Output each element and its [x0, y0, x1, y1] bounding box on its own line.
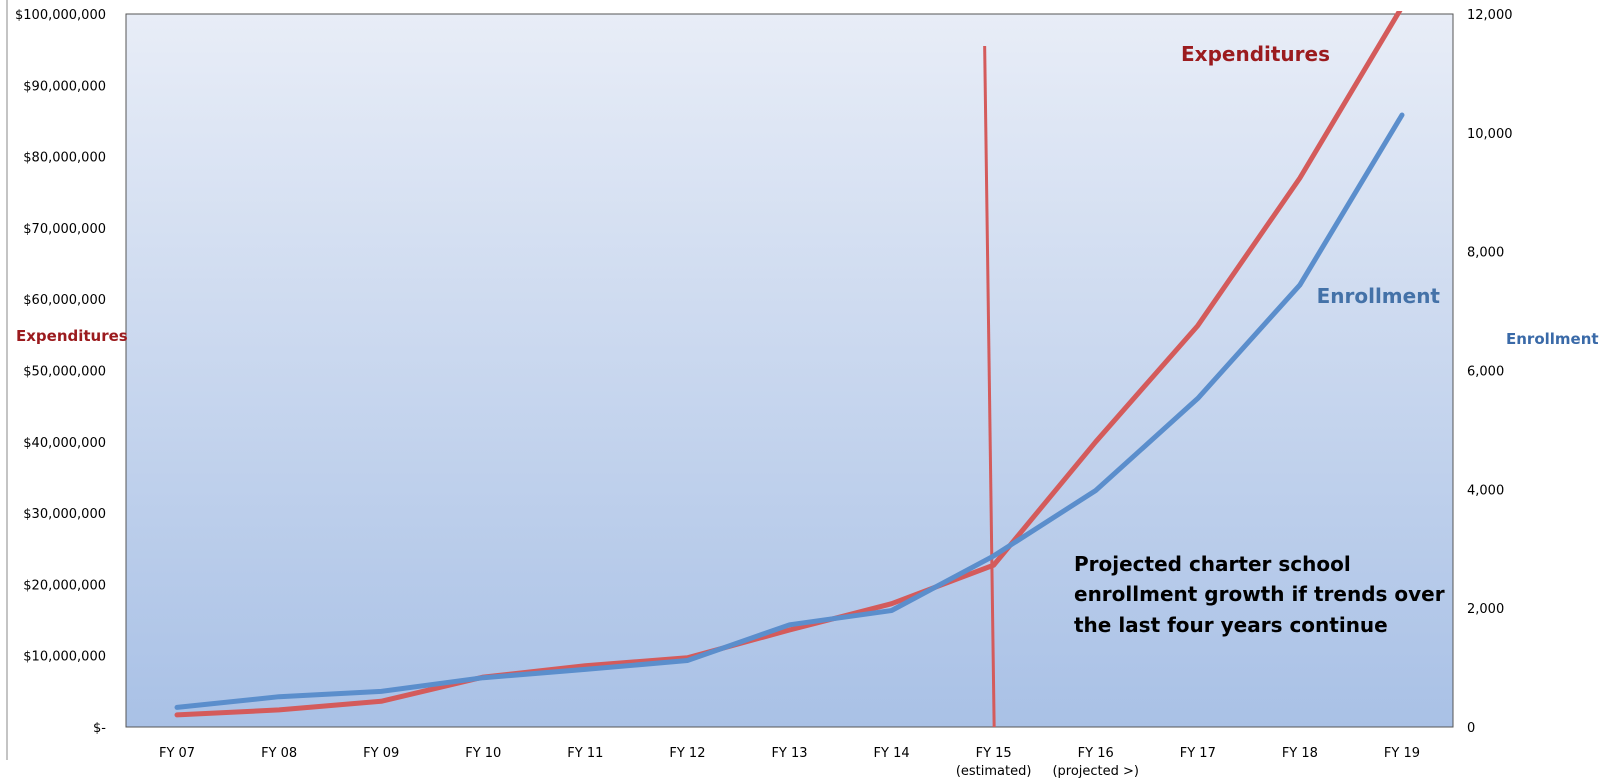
left-tick-label: $40,000,000	[23, 436, 106, 451]
divider-line	[983, 45, 996, 728]
left-tick-label: $70,000,000	[23, 222, 106, 237]
annotation-line-1: Projected charter school	[1074, 552, 1351, 576]
left-tick-label: $80,000,000	[23, 151, 106, 166]
right-tick-label: 2,000	[1467, 602, 1504, 617]
left-tick-label: $60,000,000	[23, 293, 106, 308]
series-line-enrollment	[174, 112, 1405, 710]
plot-area	[125, 13, 1454, 728]
left-tick-label: $-	[93, 721, 106, 736]
series-layer	[174, 11, 1405, 718]
annotation-line-3: the last four years continue	[1074, 613, 1388, 637]
right-tick-label: 4,000	[1467, 483, 1504, 498]
series-label-enrollment: Enrollment	[1317, 284, 1441, 308]
x-tick-label: FY 08	[261, 746, 297, 761]
x-tick-label: FY 10	[465, 746, 501, 761]
x-tick-label: FY 17	[1180, 746, 1216, 761]
x-axis-ticks: FY 07 FY 08 FY 09 FY 10 FY 11 FY 12 FY 13 FY 14…	[159, 746, 1420, 778]
annotation-line-2: enrollment growth if trends over	[1074, 582, 1445, 606]
right-tick-label: 0	[1467, 721, 1475, 736]
right-axis-ticks: 0 2,000 4,000 6,000 8,000 10,000 12,000	[1467, 8, 1513, 736]
x-tick-label: FY 07	[159, 746, 195, 761]
right-axis-title: Enrollment	[1506, 330, 1599, 348]
x-tick-label: FY 14	[874, 746, 910, 761]
series-label-expenditures: Expenditures	[1181, 42, 1330, 66]
left-tick-label: $50,000,000	[23, 365, 106, 380]
x-tick-label: FY 19	[1384, 746, 1420, 761]
x-tick-sublabel: (projected >)	[1052, 764, 1139, 778]
series-line-expenditures	[174, 11, 1403, 718]
right-tick-label: 8,000	[1467, 246, 1504, 261]
divider-layer	[983, 45, 996, 728]
x-tick-label: FY 13	[771, 746, 807, 761]
x-tick-label: FY 11	[567, 746, 603, 761]
right-tick-label: 12,000	[1467, 8, 1513, 23]
left-tick-label: $100,000,000	[15, 8, 106, 23]
x-tick-sublabel: (estimated)	[956, 764, 1032, 778]
left-tick-label: $10,000,000	[23, 650, 106, 665]
right-tick-label: 10,000	[1467, 127, 1513, 142]
right-tick-label: 6,000	[1467, 365, 1504, 380]
x-tick-label: FY 09	[363, 746, 399, 761]
left-axis-title: Expenditures	[16, 327, 128, 345]
left-tick-label: $30,000,000	[23, 507, 106, 522]
x-tick-label: FY 16	[1078, 746, 1114, 761]
left-axis-ticks: $- $10,000,000 $20,000,000 $30,000,000 $40,0…	[15, 8, 106, 736]
left-tick-label: $20,000,000	[23, 578, 106, 593]
x-tick-label: FY 18	[1282, 746, 1318, 761]
x-tick-label: FY 15	[976, 746, 1012, 761]
x-tick-label: FY 12	[669, 746, 705, 761]
left-tick-label: $90,000,000	[23, 79, 106, 94]
